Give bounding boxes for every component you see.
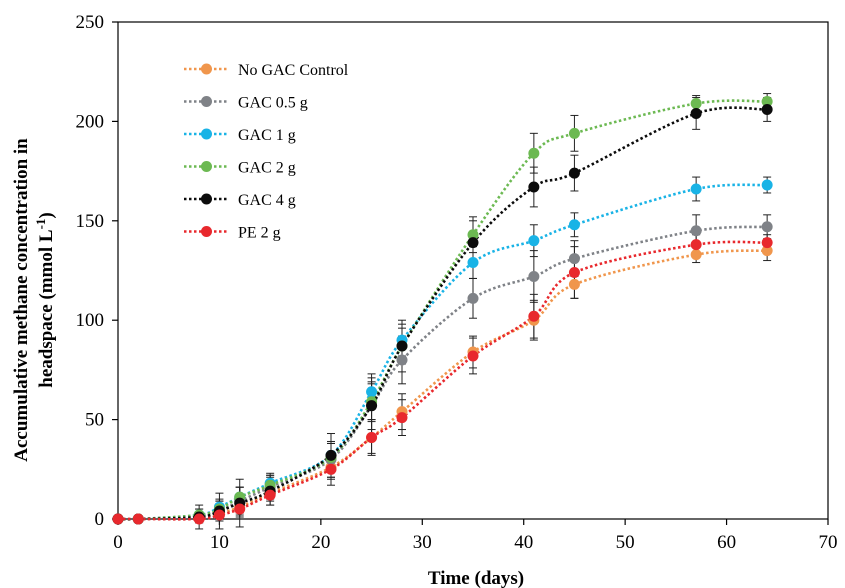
y-axis-title-close: )	[36, 212, 57, 218]
data-point-no-gac-control	[761, 245, 773, 257]
data-point-gac-1-g	[568, 219, 580, 231]
y-tick-label: 250	[76, 12, 105, 33]
legend: No GAC Control GAC 0.5 g GAC 1 g GAC 2 g GAC…	[184, 62, 349, 242]
x-tick-label: 40	[514, 532, 533, 553]
data-point-gac-0-5-g	[528, 270, 540, 282]
y-tick-label: 150	[76, 211, 105, 232]
data-point-gac-0-5-g	[761, 221, 773, 233]
data-point-no-gac-control	[568, 278, 580, 290]
data-point-gac-0-5-g	[690, 225, 702, 237]
data-point-gac-1-g	[366, 386, 378, 398]
series-line-gac-2-g	[117, 99, 768, 521]
data-point-pe-2-g	[264, 489, 276, 501]
data-point-pe-2-g	[112, 513, 124, 525]
data-point-pe-2-g	[325, 463, 337, 475]
x-tick-label: 10	[210, 532, 229, 553]
data-point-gac-0-5-g	[467, 292, 479, 304]
y-tick-labels: 0 50 100 150 200 250	[76, 12, 105, 530]
legend-label-gac-4-g: GAC 4 g	[238, 192, 296, 209]
series-points	[112, 96, 773, 525]
data-point-gac-0-5-g	[568, 253, 580, 265]
data-point-pe-2-g	[690, 239, 702, 251]
y-axis-title: Accumulative methane concentration in he…	[11, 138, 57, 462]
x-tick-label: 70	[819, 532, 838, 553]
data-point-pe-2-g	[193, 513, 205, 525]
data-point-pe-2-g	[528, 310, 540, 322]
x-tick-label: 50	[616, 532, 635, 553]
legend-marker-gac-4-g	[201, 193, 212, 205]
legend-label-gac-0-5-g: GAC 0.5 g	[238, 95, 308, 112]
data-point-gac-4-g	[690, 107, 702, 119]
data-point-gac-4-g	[396, 340, 408, 352]
data-point-pe-2-g	[568, 266, 580, 278]
series-lines	[117, 99, 768, 521]
data-point-gac-4-g	[528, 181, 540, 193]
legend-marker-gac-0-5-g	[201, 96, 212, 107]
x-tick-labels: 0 10 20 30 40 50 60 70	[113, 532, 837, 553]
data-point-gac-2-g	[761, 96, 773, 108]
legend-marker-pe-2-g	[201, 226, 212, 237]
y-axis-title-text: headspace (mmol L	[36, 229, 57, 387]
series-line-gac-0-5-g	[117, 225, 768, 521]
data-point-gac-2-g	[528, 147, 540, 159]
legend-label-no-gac-control: No GAC Control	[238, 62, 349, 79]
data-point-gac-4-g	[568, 167, 580, 179]
data-point-gac-2-g	[568, 127, 580, 139]
y-axis-title-line1: Accumulative methane concentration in	[11, 138, 32, 462]
data-point-pe-2-g	[761, 237, 773, 249]
legend-label-pe-2-g: PE 2 g	[238, 225, 281, 242]
data-point-pe-2-g	[234, 503, 246, 515]
data-point-pe-2-g	[396, 412, 408, 424]
y-axis-title-superscript: -1	[33, 219, 48, 230]
legend-label-gac-1-g: GAC 1 g	[238, 127, 296, 144]
legend-marker-gac-1-g	[201, 128, 212, 140]
y-tick-label: 100	[76, 310, 105, 331]
data-point-pe-2-g	[213, 509, 225, 521]
data-point-pe-2-g	[467, 350, 479, 362]
x-tick-label: 30	[413, 532, 432, 553]
data-point-gac-4-g	[366, 400, 378, 412]
data-point-gac-4-g	[325, 449, 337, 461]
data-point-gac-1-g	[761, 179, 773, 191]
series-line-pe-2-g	[118, 240, 768, 521]
x-axis-title: Time (days)	[428, 568, 524, 588]
plot-border	[117, 21, 829, 520]
data-point-gac-1-g	[528, 235, 540, 247]
series-line-gac-4-g	[117, 106, 768, 521]
legend-marker-gac-2-g	[201, 161, 212, 172]
legend-label-gac-2-g: GAC 2 g	[238, 160, 296, 177]
y-tick-label: 200	[76, 111, 105, 132]
data-point-gac-0-5-g	[396, 354, 408, 366]
data-point-gac-2-g	[467, 229, 479, 241]
x-tick-label: 60	[717, 532, 736, 553]
data-point-pe-2-g	[366, 431, 378, 443]
data-point-pe-2-g	[132, 513, 144, 525]
data-point-gac-1-g	[690, 183, 702, 195]
data-point-gac-2-g	[690, 98, 702, 110]
x-tick-label: 0	[113, 532, 123, 553]
y-axis-title-line2: headspace (mmol L-1)	[33, 212, 57, 388]
y-tick-label: 50	[85, 410, 104, 431]
data-point-gac-4-g	[467, 237, 479, 249]
legend-marker-no-gac-control	[201, 63, 212, 75]
data-point-gac-1-g	[467, 257, 479, 269]
x-tick-label: 20	[311, 532, 330, 553]
data-point-gac-4-g	[761, 103, 773, 115]
data-point-no-gac-control	[690, 249, 702, 261]
plot-frame	[112, 21, 829, 525]
y-tick-label: 0	[95, 509, 105, 530]
